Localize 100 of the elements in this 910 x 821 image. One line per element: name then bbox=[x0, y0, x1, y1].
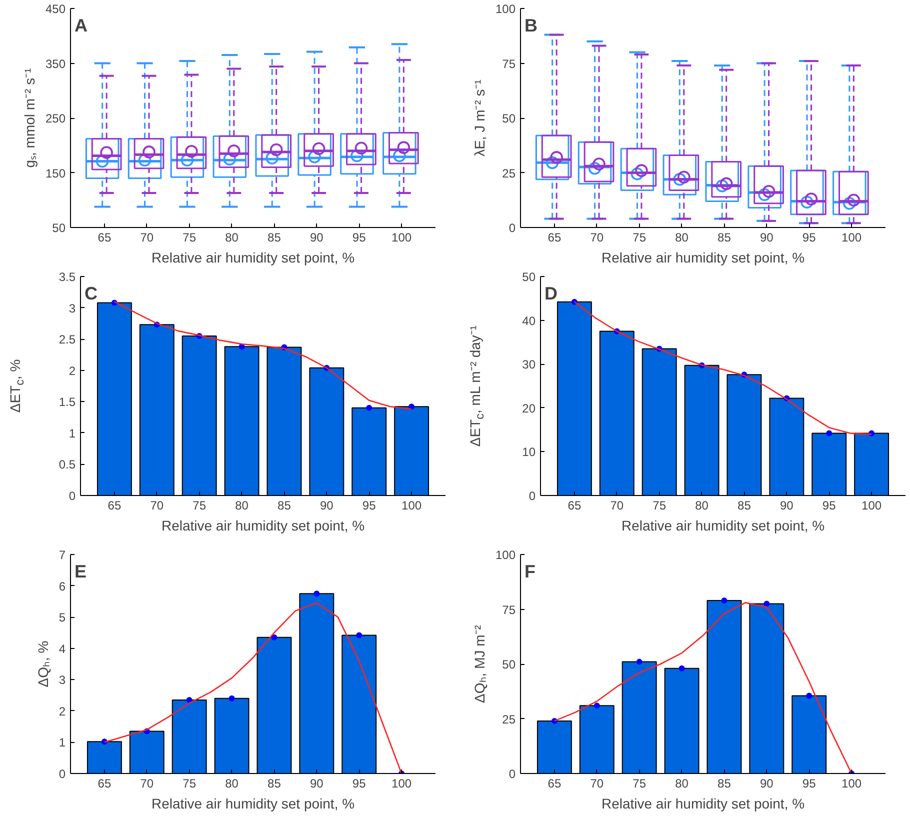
y-tick-label: 0 bbox=[68, 489, 76, 503]
y-tick-label: 1 bbox=[58, 736, 66, 750]
x-tick-label: 85 bbox=[718, 776, 732, 790]
y-tick-label: 100 bbox=[495, 548, 516, 562]
point bbox=[721, 597, 728, 604]
y-tick-label: 1 bbox=[68, 426, 76, 440]
y-tick-label: 3 bbox=[68, 301, 76, 316]
point bbox=[594, 702, 600, 709]
x-tick-label: 80 bbox=[225, 230, 239, 244]
y-tick-label: 25 bbox=[502, 166, 516, 180]
y-axis-title: gₛ, mmol m⁻² s⁻¹ bbox=[21, 68, 38, 168]
y-tick-label: 10 bbox=[522, 445, 536, 460]
x-axis-title: Relative air humidity set point, % bbox=[161, 518, 365, 534]
x-tick-label: 65 bbox=[548, 776, 562, 790]
point bbox=[806, 692, 812, 699]
x-tick-label: 70 bbox=[140, 776, 154, 790]
x-tick-label: 70 bbox=[140, 230, 154, 244]
y-tick-label: 50 bbox=[502, 112, 516, 126]
x-tick-label: 75 bbox=[182, 776, 196, 790]
chart-title: D bbox=[544, 284, 558, 304]
x-tick-label: 90 bbox=[760, 230, 774, 244]
y-tick-label: 3 bbox=[58, 673, 66, 688]
x-tick-label: 75 bbox=[182, 230, 196, 244]
x-tick-label: 75 bbox=[192, 498, 206, 512]
x-tick-label: 85 bbox=[718, 230, 732, 244]
x-tick-label: 65 bbox=[98, 776, 112, 790]
y-axis-title: λE, J m⁻² s⁻¹ bbox=[471, 79, 488, 156]
point bbox=[678, 665, 685, 672]
y-tick-label: 1.5 bbox=[58, 395, 76, 410]
y-tick-label: 0 bbox=[528, 489, 536, 503]
x-tick-label: 70 bbox=[590, 776, 604, 790]
x-axis-title: Relative air humidity set point, % bbox=[601, 796, 805, 812]
x-tick-label: 75 bbox=[652, 498, 666, 512]
x-axis-title: Relative air humidity set point, % bbox=[151, 250, 355, 266]
x-tick-label: 90 bbox=[320, 498, 334, 512]
point bbox=[408, 404, 415, 410]
x-tick-label: 85 bbox=[738, 498, 752, 512]
x-tick-label: 65 bbox=[108, 498, 122, 512]
x-tick-label: 95 bbox=[802, 230, 816, 244]
x-tick-label: 80 bbox=[675, 230, 689, 244]
x-tick-label: 95 bbox=[352, 776, 366, 790]
x-tick-label: 95 bbox=[802, 776, 816, 790]
y-tick-label: 0.5 bbox=[58, 458, 76, 472]
y-tick-label: 0 bbox=[58, 767, 66, 781]
y-tick-label: 0 bbox=[508, 767, 516, 781]
chart-title: B bbox=[524, 16, 538, 36]
y-tick-label: 350 bbox=[45, 56, 66, 71]
x-tick-label: 75 bbox=[632, 776, 646, 790]
y-tick-label: 50 bbox=[52, 221, 66, 235]
x-tick-label: 100 bbox=[842, 776, 862, 790]
y-tick-label: 150 bbox=[45, 166, 66, 180]
x-tick-label: 85 bbox=[278, 498, 292, 512]
y-tick-label: 0 bbox=[508, 221, 516, 235]
x-tick-label: 80 bbox=[235, 498, 249, 512]
x-tick-label: 90 bbox=[760, 776, 774, 790]
y-tick-label: 50 bbox=[502, 658, 516, 672]
y-tick-label: 75 bbox=[502, 56, 516, 71]
x-tick-label: 65 bbox=[548, 230, 562, 244]
x-tick-label: 100 bbox=[392, 776, 412, 790]
y-tick-label: 2 bbox=[68, 364, 76, 378]
x-tick-label: 95 bbox=[822, 498, 836, 512]
y-tick-label: 50 bbox=[522, 270, 536, 284]
y-tick-label: 2.5 bbox=[58, 332, 76, 347]
x-tick-label: 90 bbox=[780, 498, 794, 512]
y-tick-label: 450 bbox=[45, 2, 66, 16]
point bbox=[826, 430, 832, 436]
chart-title: A bbox=[74, 16, 88, 36]
y-tick-label: 2 bbox=[58, 704, 66, 718]
y-tick-label: 30 bbox=[522, 358, 536, 372]
y-axis-title: ΔQₕ, % bbox=[34, 640, 51, 688]
y-tick-label: 100 bbox=[495, 2, 516, 16]
y-tick-label: 3.5 bbox=[58, 270, 76, 284]
chart-title: C bbox=[84, 284, 98, 304]
y-tick-label: 4 bbox=[58, 642, 66, 656]
x-tick-label: 80 bbox=[695, 498, 709, 512]
x-tick-label: 75 bbox=[632, 230, 646, 244]
y-tick-label: 7 bbox=[58, 548, 66, 562]
x-tick-label: 85 bbox=[268, 776, 282, 790]
point bbox=[271, 634, 278, 640]
y-tick-label: 6 bbox=[58, 579, 66, 594]
x-tick-label: 95 bbox=[362, 498, 376, 512]
y-tick-label: 75 bbox=[502, 602, 516, 617]
x-tick-label: 80 bbox=[225, 776, 239, 790]
x-tick-label: 65 bbox=[98, 230, 112, 244]
x-tick-label: 85 bbox=[268, 230, 282, 244]
y-tick-label: 40 bbox=[522, 314, 536, 328]
point bbox=[764, 600, 770, 607]
x-tick-label: 100 bbox=[392, 230, 412, 244]
y-tick-label: 250 bbox=[45, 112, 66, 126]
x-axis-title: Relative air humidity set point, % bbox=[601, 250, 805, 266]
point bbox=[356, 632, 362, 638]
y-tick-label: 20 bbox=[522, 401, 536, 416]
x-tick-label: 70 bbox=[590, 230, 604, 244]
x-tick-label: 95 bbox=[352, 230, 366, 244]
x-tick-label: 70 bbox=[610, 498, 624, 512]
x-tick-label: 70 bbox=[150, 498, 164, 512]
point bbox=[636, 658, 642, 665]
x-tick-label: 80 bbox=[675, 776, 689, 790]
point bbox=[314, 590, 320, 597]
x-tick-label: 100 bbox=[862, 498, 882, 512]
